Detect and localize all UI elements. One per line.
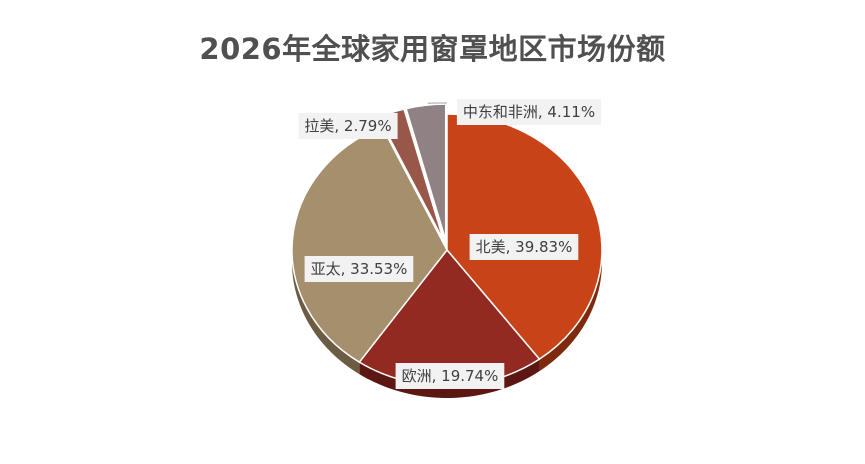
- chart-title: 2026年全球家用窗罩地区市场份额: [199, 32, 666, 66]
- data-label-text-1: 欧洲, 19.74%: [402, 367, 499, 385]
- pie-depth-0: [539, 250, 602, 372]
- data-label-text-4: 中东和非洲, 4.11%: [463, 103, 595, 121]
- data-label-4: 中东和非洲, 4.11%: [456, 99, 602, 125]
- data-label-text-2: 亚太, 33.53%: [311, 260, 408, 278]
- pie-slice-4: [405, 103, 447, 241]
- data-label-2: 亚太, 33.53%: [304, 256, 414, 282]
- pie-depth-2: [292, 250, 360, 375]
- data-label-0: 北美, 39.83%: [469, 234, 579, 260]
- data-label-3: 拉美, 2.79%: [298, 113, 398, 139]
- data-label-box-1: [395, 363, 505, 389]
- data-label-box-2: [304, 256, 414, 282]
- data-label-box-0: [469, 234, 579, 260]
- data-label-text-0: 北美, 39.83%: [476, 238, 573, 256]
- pie-data-labels: 北美, 39.83% 欧洲, 19.74% 亚太, 33.53% 拉美, 2.79% 中…: [298, 99, 602, 389]
- pie-slice-2: [291, 125, 448, 364]
- data-label-text-3: 拉美, 2.79%: [304, 117, 391, 135]
- data-label-box-4: [456, 99, 602, 125]
- data-label-box-3: [298, 113, 398, 139]
- data-label-1: 欧洲, 19.74%: [395, 363, 505, 389]
